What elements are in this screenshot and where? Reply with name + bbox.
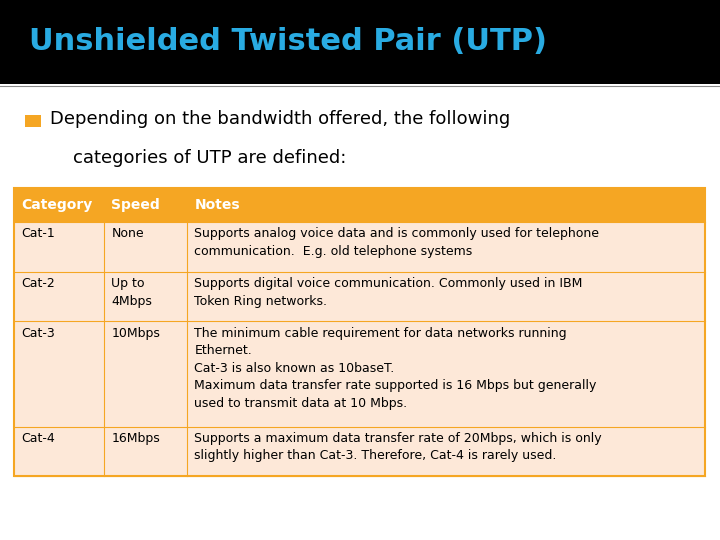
FancyBboxPatch shape <box>14 188 706 222</box>
FancyBboxPatch shape <box>0 91 720 186</box>
Text: Cat-4: Cat-4 <box>22 432 55 445</box>
Text: Cat-3: Cat-3 <box>22 327 55 340</box>
Text: Up to
4Mbps: Up to 4Mbps <box>112 277 153 307</box>
Text: Unshielded Twisted Pair (UTP): Unshielded Twisted Pair (UTP) <box>29 28 546 56</box>
Text: Notes: Notes <box>194 198 240 212</box>
Text: Cat-2: Cat-2 <box>22 277 55 290</box>
Text: Supports a maximum data transfer rate of 20Mbps, which is only
slightly higher t: Supports a maximum data transfer rate of… <box>194 432 602 462</box>
FancyBboxPatch shape <box>14 222 706 272</box>
Text: categories of UTP are defined:: categories of UTP are defined: <box>50 149 346 167</box>
FancyBboxPatch shape <box>0 0 720 84</box>
FancyBboxPatch shape <box>14 321 706 427</box>
Text: 10Mbps: 10Mbps <box>112 327 161 340</box>
Text: Speed: Speed <box>112 198 160 212</box>
Text: The minimum cable requirement for data networks running
Ethernet.
Cat-3 is also : The minimum cable requirement for data n… <box>194 327 597 410</box>
Text: Depending on the bandwidth offered, the following: Depending on the bandwidth offered, the … <box>50 110 510 128</box>
FancyBboxPatch shape <box>14 272 706 321</box>
Text: 16Mbps: 16Mbps <box>112 432 160 445</box>
Text: Cat-1: Cat-1 <box>22 227 55 240</box>
Text: Category: Category <box>22 198 93 212</box>
FancyBboxPatch shape <box>25 115 41 127</box>
Text: Supports digital voice communication. Commonly used in IBM
Token Ring networks.: Supports digital voice communication. Co… <box>194 277 582 307</box>
FancyBboxPatch shape <box>14 427 706 476</box>
Text: None: None <box>112 227 144 240</box>
Text: Supports analog voice data and is commonly used for telephone
communication.  E.: Supports analog voice data and is common… <box>194 227 599 258</box>
